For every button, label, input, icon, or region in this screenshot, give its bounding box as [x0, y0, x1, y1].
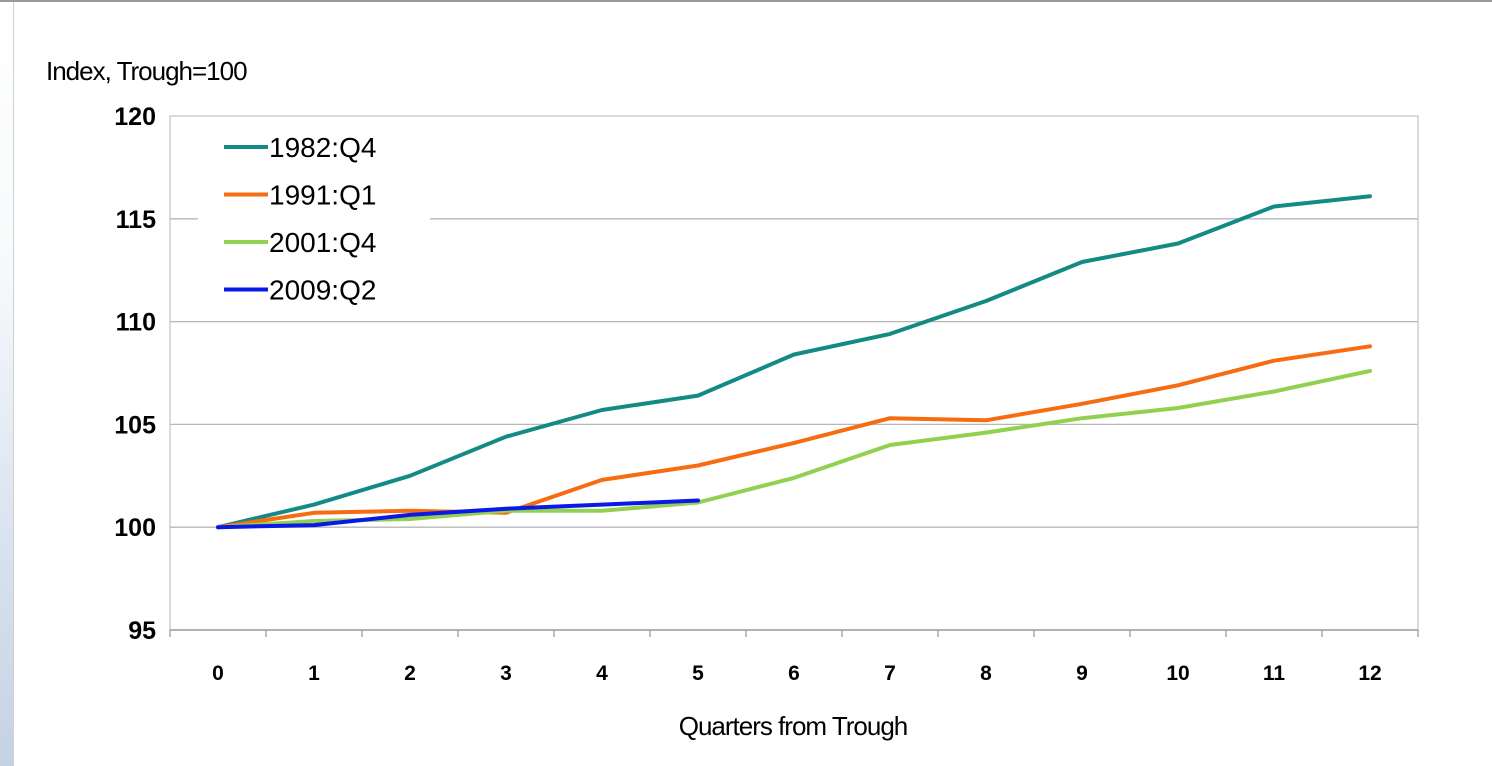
x-tick-label: 12	[1358, 662, 1381, 685]
x-tick-label: 2	[404, 662, 416, 685]
x-axis-title: Quarters from Trough	[679, 711, 908, 741]
series-lines	[216, 194, 1372, 530]
x-tick-label: 0	[212, 662, 224, 685]
slide-edge-gradient	[0, 0, 14, 766]
series-line-1991-q1	[216, 344, 1372, 530]
y-tick-label: 110	[116, 309, 156, 337]
slide-edge-line	[13, 0, 14, 766]
x-axis-ticks: 0 1 2 3 4 5 6 7 8 9 10 11 12	[212, 662, 1382, 685]
legend-label: 1982:Q4	[269, 132, 376, 163]
x-tick-label: 8	[980, 662, 992, 685]
legend-label: 2001:Q4	[269, 227, 376, 258]
x-tick-label: 7	[884, 662, 896, 685]
legend-box	[198, 126, 430, 312]
y-tick-label: 120	[114, 103, 156, 131]
slide-top-border	[0, 0, 1492, 2]
x-tick-label: 9	[1076, 662, 1088, 685]
y-tick-label: 115	[116, 206, 156, 234]
y-axis-ticks: 95 100 105 110 115 120	[114, 103, 156, 645]
legend-label: 2009:Q2	[269, 275, 376, 306]
y-tick-label: 100	[114, 514, 156, 542]
x-tick-label: 10	[1166, 662, 1189, 685]
x-tick-label: 4	[596, 662, 608, 685]
gridlines	[169, 115, 1419, 637]
x-tick-label: 5	[692, 662, 704, 685]
y-tick-label: 105	[114, 411, 156, 439]
series-line-2001-q4	[216, 368, 1372, 530]
x-tick-label: 3	[500, 662, 512, 685]
legend: 1982:Q4 1991:Q1 2001:Q4 2009:Q2	[198, 126, 430, 312]
y-tick-label: 95	[128, 617, 156, 645]
x-tick-label: 1	[308, 662, 320, 685]
series-line-1982-q4	[216, 194, 1372, 530]
x-tick-label: 6	[788, 662, 800, 685]
x-tick-label: 11	[1263, 662, 1286, 685]
y-axis-title: Index, Trough=100	[46, 56, 247, 86]
legend-label: 1991:Q1	[269, 180, 376, 211]
series-line-2009-q2	[216, 498, 700, 530]
